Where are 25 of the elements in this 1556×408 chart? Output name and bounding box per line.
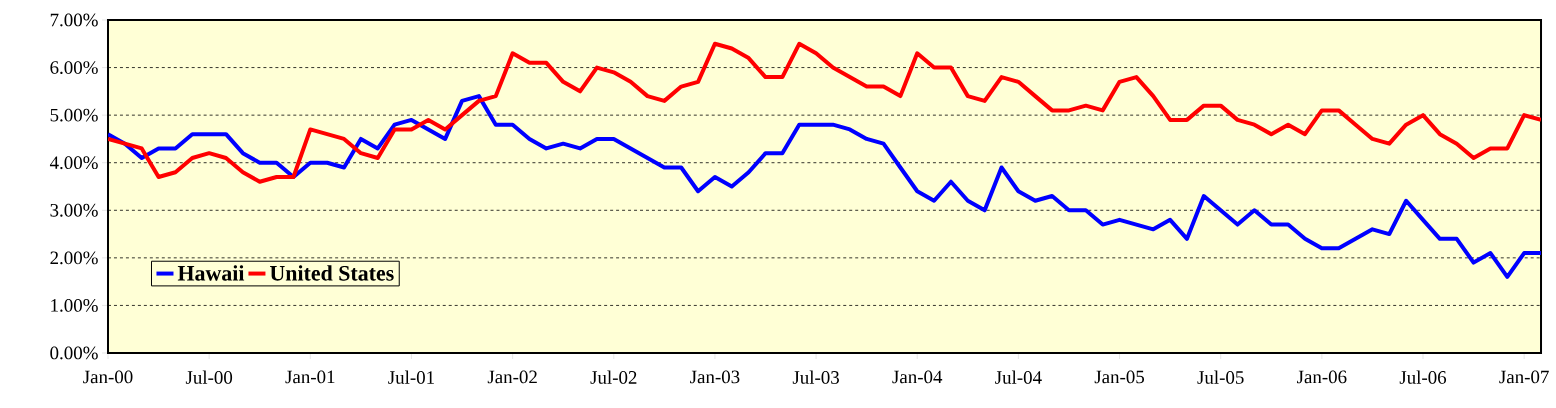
y-tick-label: 1.00% <box>51 299 98 312</box>
legend-label: United States <box>269 265 394 281</box>
x-tick-label: Jul-03 <box>792 370 839 384</box>
x-tick-label: Jul-05 <box>1197 370 1244 384</box>
y-tick-label: 4.00% <box>49 156 98 170</box>
y-tick-label: 6.00% <box>50 61 98 74</box>
y-tick-label: 3.00% <box>50 203 98 217</box>
x-tick-label: Jul-01 <box>388 370 434 384</box>
x-tick-label: Jan-07 <box>1499 370 1549 384</box>
x-tick-label: Jan-03 <box>690 370 740 384</box>
x-tick-label: Jul-06 <box>1399 370 1447 384</box>
y-tick-label: 2.00% <box>50 251 98 265</box>
x-tick-label: Jul-04 <box>995 370 1042 384</box>
legend-label: Hawaii <box>177 265 245 281</box>
x-tick-label: Jan-05 <box>1094 370 1145 384</box>
y-tick-label: 0.00% <box>50 346 98 360</box>
x-tick-label: Jan-02 <box>487 370 537 384</box>
x-tick-label: Jul-02 <box>590 370 637 384</box>
x-tick-label: Jul-00 <box>185 370 233 384</box>
x-tick-label: Jan-06 <box>1297 370 1347 384</box>
y-tick-label: 7.00% <box>50 13 98 27</box>
x-tick-label: Jan-00 <box>83 370 133 384</box>
y-tick-label: 5.00% <box>50 108 98 122</box>
x-tick-label: Jan-04 <box>892 370 943 384</box>
x-tick-label: Jan-01 <box>285 370 335 384</box>
